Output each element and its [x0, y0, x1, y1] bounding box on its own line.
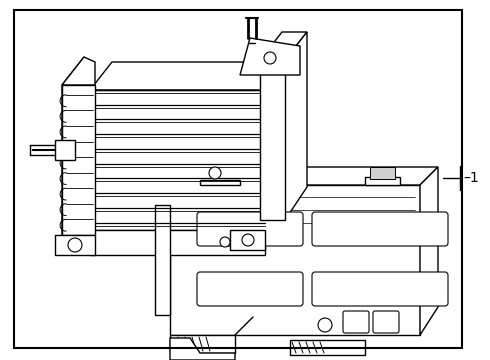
Polygon shape — [62, 57, 95, 85]
Circle shape — [264, 52, 276, 64]
Polygon shape — [285, 32, 307, 220]
Circle shape — [242, 234, 254, 246]
Polygon shape — [290, 340, 365, 355]
Polygon shape — [170, 335, 235, 353]
Polygon shape — [200, 180, 240, 185]
Polygon shape — [62, 85, 95, 235]
FancyBboxPatch shape — [312, 212, 448, 246]
Polygon shape — [240, 38, 300, 75]
Polygon shape — [260, 60, 285, 220]
Circle shape — [209, 167, 221, 179]
Bar — [370, 167, 395, 179]
Polygon shape — [90, 62, 287, 90]
Polygon shape — [170, 338, 235, 360]
Polygon shape — [55, 235, 95, 255]
Polygon shape — [365, 177, 400, 185]
FancyBboxPatch shape — [373, 311, 399, 333]
Polygon shape — [170, 185, 420, 335]
Circle shape — [318, 318, 332, 332]
FancyBboxPatch shape — [197, 212, 303, 246]
Text: –1: –1 — [463, 171, 479, 185]
Polygon shape — [230, 230, 265, 250]
Polygon shape — [90, 90, 265, 230]
FancyBboxPatch shape — [312, 272, 448, 306]
Polygon shape — [260, 32, 307, 60]
Polygon shape — [55, 140, 75, 160]
Polygon shape — [420, 167, 438, 335]
FancyBboxPatch shape — [197, 272, 303, 306]
Polygon shape — [90, 230, 265, 255]
FancyBboxPatch shape — [343, 311, 369, 333]
Circle shape — [68, 238, 82, 252]
Circle shape — [220, 237, 230, 247]
Polygon shape — [155, 205, 170, 315]
Polygon shape — [62, 57, 84, 235]
Polygon shape — [170, 167, 438, 185]
